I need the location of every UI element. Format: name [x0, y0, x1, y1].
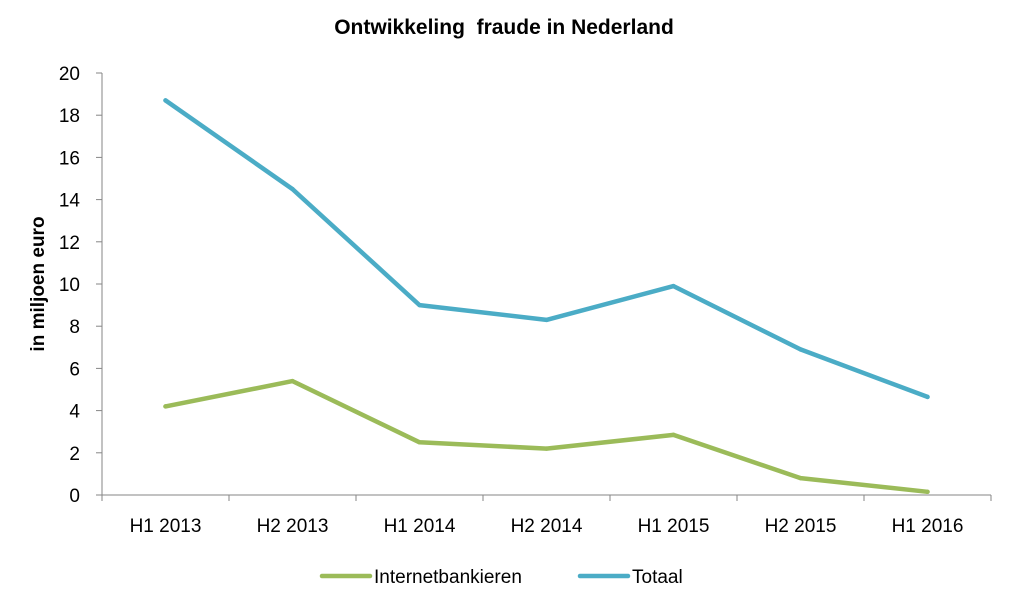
y-tick-label: 2 [69, 444, 80, 465]
y-tick-label: 20 [59, 64, 80, 85]
series-line-internetbankieren [163, 378, 930, 495]
data-point-internetbankieren [925, 489, 930, 495]
data-point-totaal [290, 186, 295, 192]
y-tick-label: 8 [69, 317, 80, 338]
legend-label: Totaal [632, 567, 683, 588]
series-line-totaal [163, 98, 930, 400]
x-tick-labels: H1 2013 H2 2013 H1 2014 H2 2014 H1 2015 H2 20… [130, 516, 964, 537]
x-tick-label: H1 2013 [130, 516, 202, 537]
x-tick-label: H2 2015 [765, 516, 837, 537]
data-point-internetbankieren [163, 404, 168, 409]
data-point-internetbankieren [671, 432, 676, 438]
series-lines [163, 98, 930, 495]
x-tick-label: H1 2014 [384, 516, 456, 537]
data-point-internetbankieren [417, 440, 422, 445]
data-point-totaal [417, 302, 422, 308]
y-tick-labels: 0 2 4 6 8 10 12 14 16 18 20 [59, 64, 81, 507]
data-point-totaal [925, 394, 930, 400]
x-tick-label: H2 2014 [511, 516, 583, 537]
y-tick-label: 6 [69, 359, 80, 380]
y-tick-label: 18 [59, 106, 80, 127]
data-point-totaal [671, 283, 676, 289]
legend: Internetbankieren Totaal [319, 567, 683, 588]
legend-item-internetbankieren: Internetbankieren [319, 567, 522, 588]
y-tick-label: 4 [69, 402, 80, 423]
chart-title: Ontwikkeling fraude in Nederland [334, 16, 674, 39]
data-point-totaal [544, 317, 549, 323]
legend-item-totaal: Totaal [577, 567, 683, 588]
x-tick-label: H1 2015 [638, 516, 710, 537]
y-tick-label: 10 [59, 275, 80, 296]
y-tick-label: 0 [69, 486, 80, 507]
x-tick-label: H1 2016 [892, 516, 964, 537]
y-tick-label: 16 [59, 148, 80, 169]
data-point-internetbankieren [798, 475, 803, 481]
y-tick-label: 12 [59, 233, 80, 254]
x-tick-label: H2 2013 [257, 516, 329, 537]
axes [96, 72, 992, 501]
data-point-totaal [798, 347, 803, 352]
data-point-internetbankieren [290, 378, 295, 384]
legend-label: Internetbankieren [374, 567, 522, 588]
data-point-totaal [163, 98, 168, 103]
y-axis-label: in miljoen euro [28, 216, 49, 351]
data-point-internetbankieren [544, 446, 549, 451]
y-tick-label: 14 [59, 191, 81, 212]
